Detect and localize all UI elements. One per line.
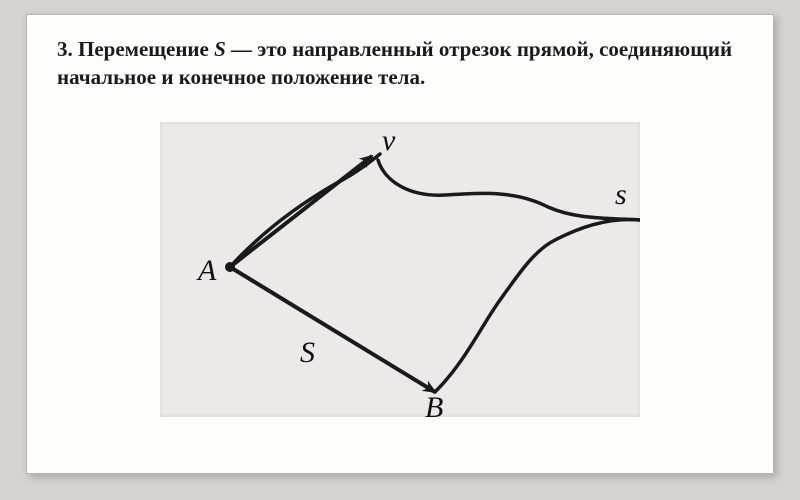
definition-number: 3. [57, 37, 73, 61]
definition-period: . [420, 65, 425, 89]
label-a: A [196, 254, 217, 287]
label-s-vector: S [300, 336, 315, 369]
trajectory-path [435, 219, 640, 392]
definition-text: 3. Перемещение S — это направленный отре… [57, 35, 743, 92]
trajectory-path-upper [230, 154, 640, 267]
displacement-vector [230, 267, 435, 392]
definition-symbol: S [214, 37, 226, 61]
slide-background: 3. Перемещение S — это направленный отре… [0, 0, 800, 500]
velocity-vector [230, 156, 372, 267]
label-s-path: s [615, 178, 627, 211]
point-a [225, 262, 235, 272]
label-b: B [425, 391, 443, 417]
content-card: 3. Перемещение S — это направленный отре… [26, 14, 774, 474]
figure-container: A B S v s [57, 122, 743, 422]
definition-term-prefix: Перемещение [78, 37, 214, 61]
definition-dash: — [226, 37, 258, 61]
physics-diagram: A B S v s [160, 122, 640, 417]
label-v: v [382, 124, 396, 157]
